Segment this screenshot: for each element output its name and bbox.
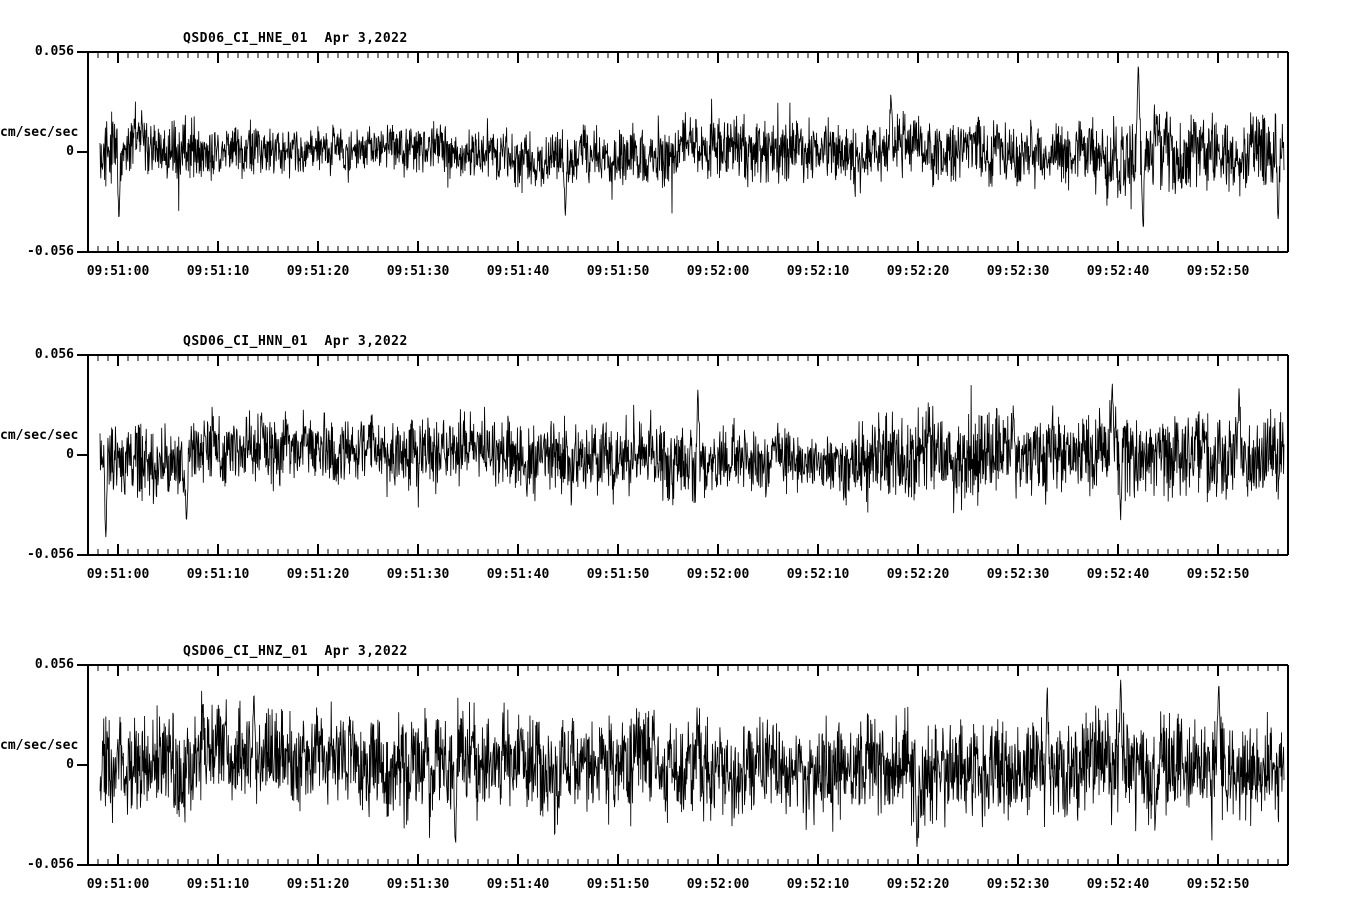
x-tick-label: 09:52:00: [686, 567, 750, 582]
x-tick-label: 09:51:30: [386, 264, 450, 279]
plot-area: [77, 51, 1289, 253]
x-tick-label: 09:51:00: [86, 877, 150, 892]
x-tick-label: 09:52:40: [1086, 877, 1150, 892]
x-tick-label: 09:51:00: [86, 264, 150, 279]
x-tick-label: 09:51:10: [186, 567, 250, 582]
y-axis-ticks: [77, 664, 88, 866]
plot-area: [77, 354, 1289, 556]
x-tick-label: 09:52:00: [686, 877, 750, 892]
x-tick-label: 09:51:20: [286, 264, 350, 279]
y-tick-label: 0: [66, 447, 74, 462]
y-tick-label: 0.056: [34, 44, 74, 59]
x-tick-label: 09:52:10: [786, 264, 850, 279]
y-axis-ticks: [77, 51, 88, 253]
y-tick-label: -0.056: [27, 857, 74, 872]
x-tick-label: 09:52:00: [686, 264, 750, 279]
x-tick-label: 09:52:50: [1186, 567, 1250, 582]
x-tick-label: 09:51:40: [486, 567, 550, 582]
x-tick-label: 09:51:50: [586, 567, 650, 582]
x-tick-label: 09:52:40: [1086, 264, 1150, 279]
x-tick-label: 09:51:10: [186, 877, 250, 892]
x-tick-label: 09:51:40: [486, 877, 550, 892]
y-axis-units-label: cm/sec/sec: [0, 125, 79, 140]
x-tick-label: 09:52:30: [986, 877, 1050, 892]
waveform-trace: [99, 679, 1285, 847]
x-tick-label: 09:52:10: [786, 567, 850, 582]
panel-title: QSD06_CI_HNZ_01 Apr 3,2022: [183, 644, 408, 659]
x-tick-label: 09:52:20: [886, 264, 950, 279]
y-tick-label: 0: [66, 144, 74, 159]
panel-title: QSD06_CI_HNN_01 Apr 3,2022: [183, 334, 408, 349]
x-tick-label: 09:52:50: [1186, 264, 1250, 279]
x-axis-ticks: [87, 665, 1289, 865]
x-tick-label: 09:51:00: [86, 567, 150, 582]
y-axis-ticks: [77, 354, 88, 556]
x-tick-label: 09:51:40: [486, 264, 550, 279]
x-tick-label: 09:51:30: [386, 567, 450, 582]
x-tick-label: 09:51:50: [586, 877, 650, 892]
waveform-trace: [99, 383, 1285, 538]
x-tick-label: 09:51:20: [286, 877, 350, 892]
x-tick-label: 09:52:20: [886, 567, 950, 582]
x-tick-label: 09:52:20: [886, 877, 950, 892]
x-axis-ticks: [87, 355, 1289, 555]
plot-area: [77, 664, 1289, 866]
x-tick-label: 09:51:50: [586, 264, 650, 279]
y-tick-label: -0.056: [27, 244, 74, 259]
x-axis-ticks: [87, 52, 1289, 252]
x-tick-label: 09:51:30: [386, 877, 450, 892]
x-tick-label: 09:52:50: [1186, 877, 1250, 892]
waveform-trace: [99, 66, 1285, 227]
y-tick-label: 0.056: [34, 347, 74, 362]
y-axis-units-label: cm/sec/sec: [0, 738, 79, 753]
y-tick-label: 0.056: [34, 657, 74, 672]
y-axis-units-label: cm/sec/sec: [0, 428, 79, 443]
x-tick-label: 09:51:20: [286, 567, 350, 582]
x-tick-label: 09:52:30: [986, 264, 1050, 279]
panel-title: QSD06_CI_HNE_01 Apr 3,2022: [183, 31, 408, 46]
y-tick-label: -0.056: [27, 547, 74, 562]
y-tick-label: 0: [66, 757, 74, 772]
x-tick-label: 09:51:10: [186, 264, 250, 279]
x-tick-label: 09:52:30: [986, 567, 1050, 582]
x-tick-label: 09:52:40: [1086, 567, 1150, 582]
x-tick-label: 09:52:10: [786, 877, 850, 892]
